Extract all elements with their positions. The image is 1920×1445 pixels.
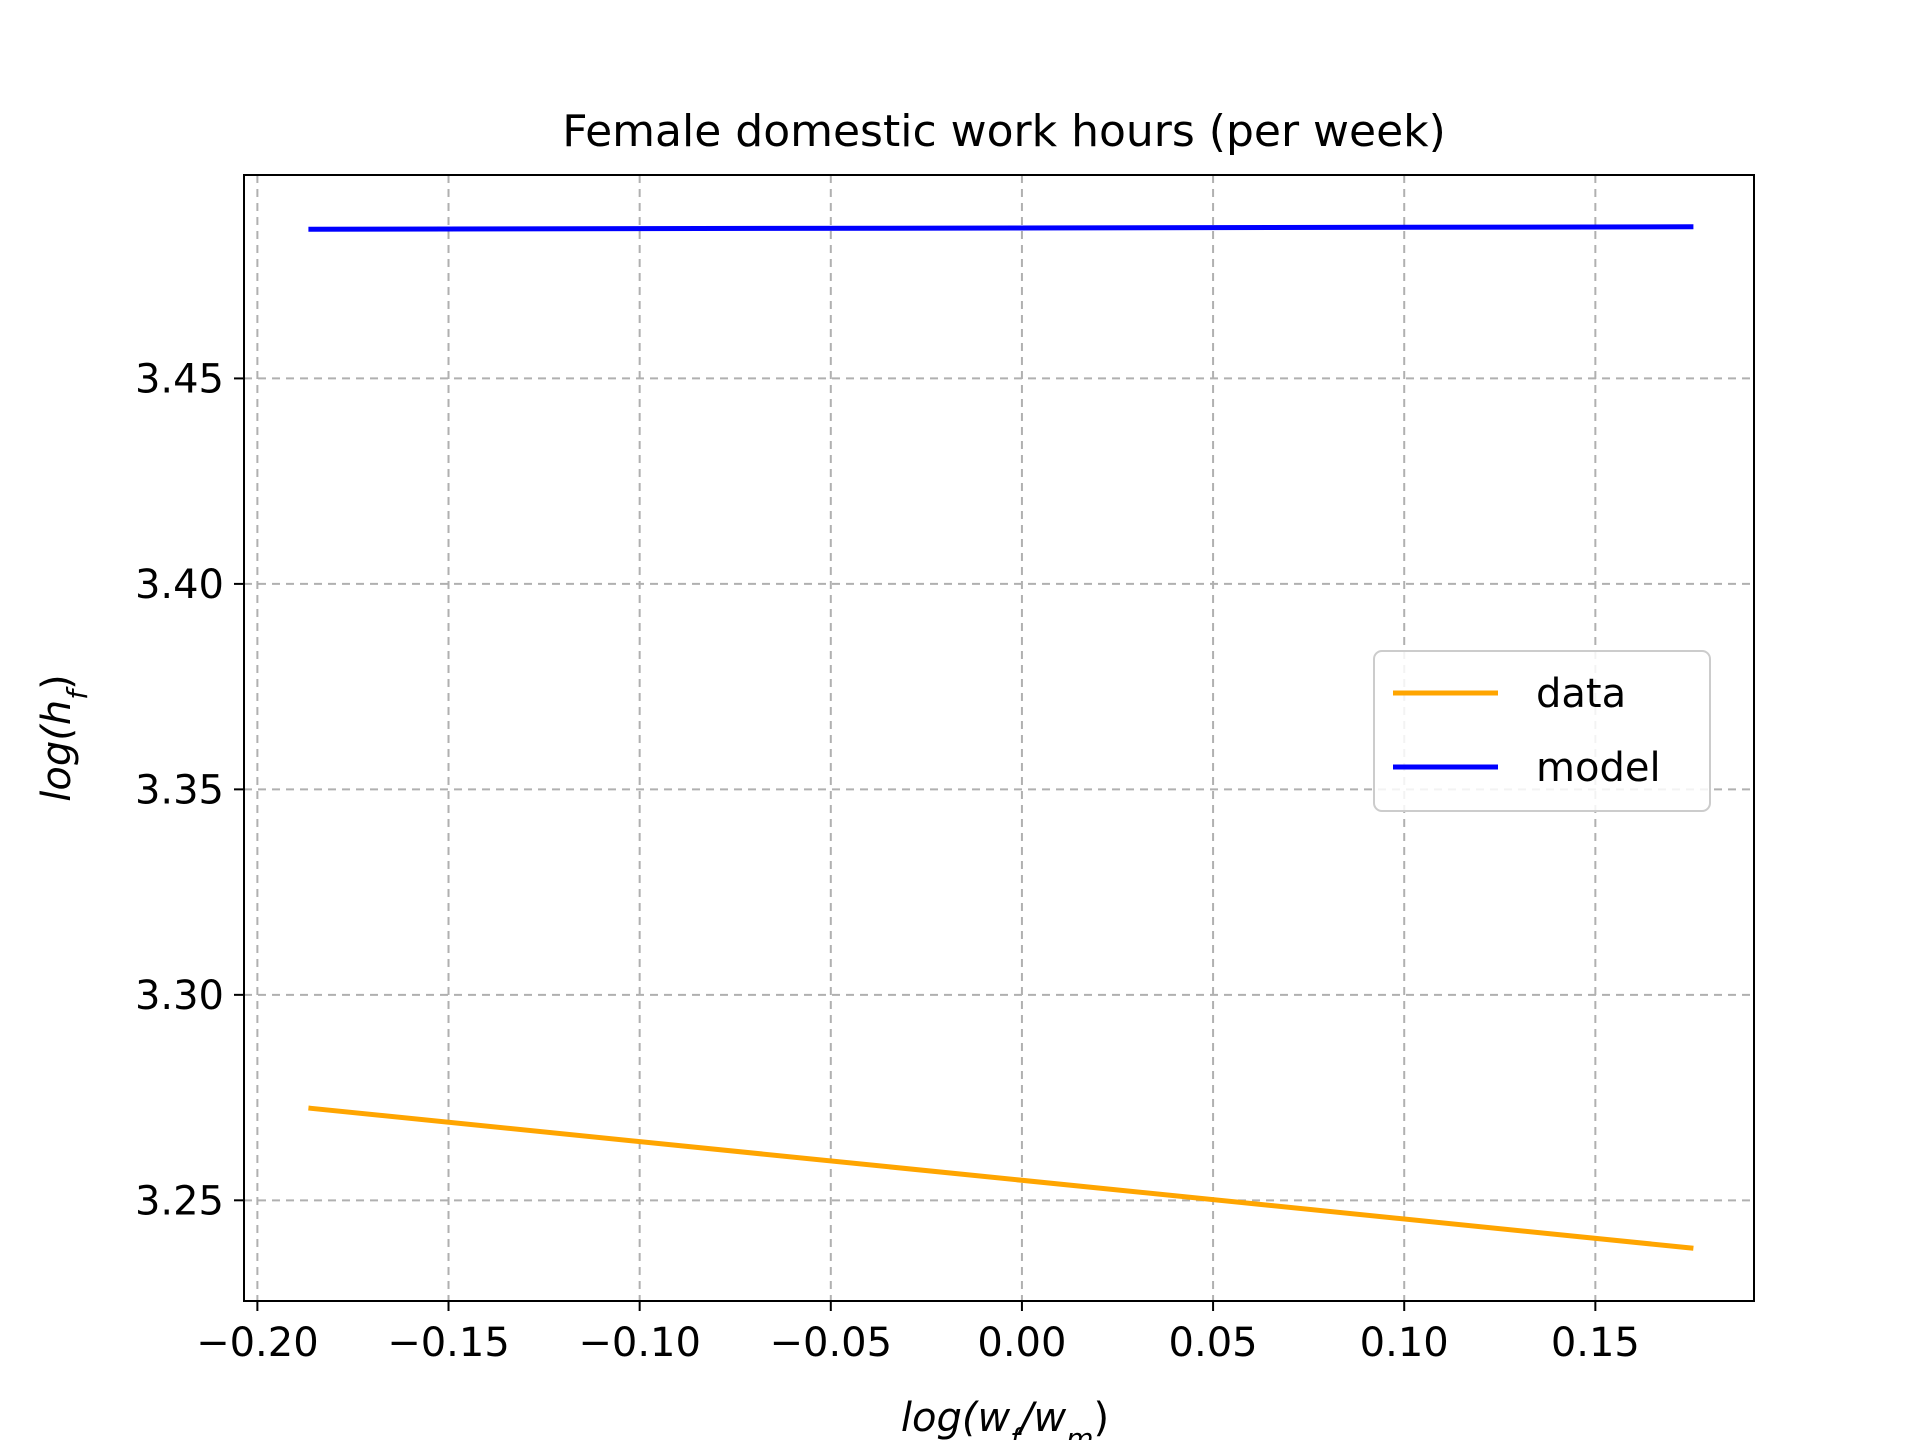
- legend-label-model: model: [1536, 745, 1661, 791]
- x-tick-label: 0.15: [1551, 1320, 1640, 1366]
- chart-title: Female domestic work hours (per week): [562, 106, 1446, 157]
- x-axis-label: log(wf/wm): [901, 1395, 1109, 1440]
- y-axis-label: log(hf): [34, 674, 94, 801]
- y-tick-label: 3.30: [135, 973, 224, 1019]
- x-tick-label: −0.05: [770, 1320, 893, 1366]
- y-tick-label: 3.35: [135, 767, 224, 813]
- series-line-data: [308, 1105, 1694, 1251]
- x-tick-label: −0.15: [387, 1320, 510, 1366]
- x-tick-label: −0.20: [196, 1320, 319, 1366]
- x-tick-label: −0.10: [578, 1320, 701, 1366]
- y-tick-label: 3.25: [135, 1178, 224, 1224]
- y-tick-label: 3.45: [135, 356, 224, 402]
- y-axis-ticks: 3.25 3.30 3.35 3.40 3.45: [135, 356, 244, 1224]
- plot-frame: [243, 174, 1755, 1302]
- y-tick-label: 3.40: [135, 562, 224, 608]
- x-axis-ticks: −0.20 −0.15 −0.10 −0.05 0.00 0.05 0.10 0.15: [196, 1301, 1640, 1366]
- x-tick-label: 0.00: [977, 1320, 1066, 1366]
- plot-lines: [308, 224, 1694, 1251]
- legend-label-data: data: [1536, 671, 1626, 717]
- series-line-model: [308, 224, 1694, 232]
- grid: [244, 175, 1754, 1301]
- x-tick-label: 0.10: [1360, 1320, 1449, 1366]
- chart-legend: data model: [1373, 650, 1711, 812]
- x-tick-label: 0.05: [1169, 1320, 1258, 1366]
